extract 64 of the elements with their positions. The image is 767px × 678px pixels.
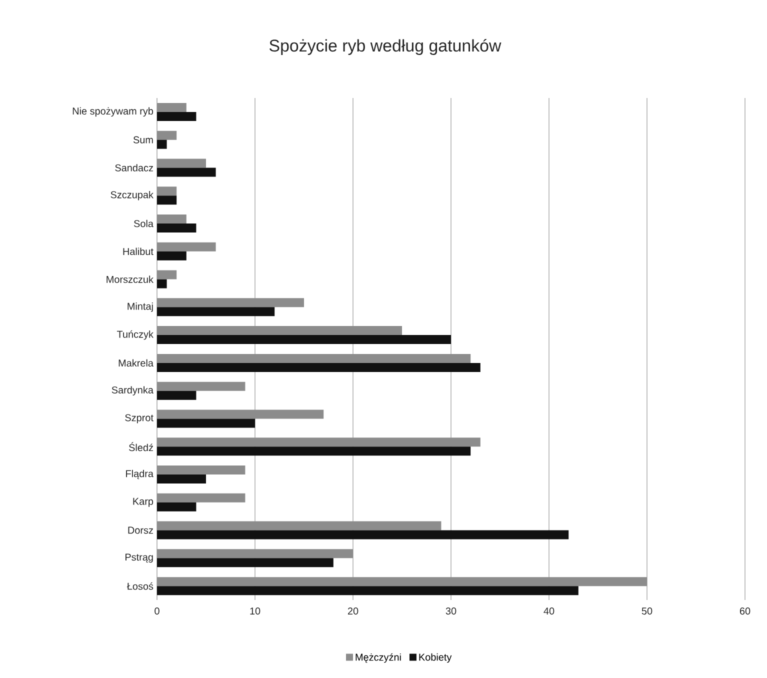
bar [157,326,402,336]
bar [157,196,177,205]
y-tick-label: Makrela [118,359,154,367]
y-tick-label: Tuńczyk [116,330,154,340]
y-tick-label: Sum [133,136,153,144]
y-tick-label: Morszczuk [106,276,154,283]
bar [157,438,480,447]
bar [157,362,480,372]
bar [157,112,196,121]
chart-title: Spożycie ryb według gatunków [270,39,502,55]
bar [157,530,569,540]
bar [157,382,246,391]
legend-label: Kobiety [419,653,452,663]
legend-label: Mężczyźni [356,653,401,663]
bar [157,251,186,260]
y-tick-label: Szczupak [110,190,154,200]
bar [157,214,186,224]
bar [157,102,186,112]
bar [157,354,471,363]
x-tick-label: 0 [154,608,160,615]
y-tick-label: Halibut [123,248,154,256]
y-tick-label: Szprot [125,414,154,424]
bar [157,168,216,177]
y-tick-label: Nie spożywam ryb [72,107,154,117]
bar [157,521,442,530]
y-tick-label: Sandacz [115,164,153,172]
bar [157,418,256,428]
bar [157,410,324,419]
bar [157,558,334,568]
y-tick-label: Pstrąg [126,554,153,563]
bar [157,242,216,252]
bar [157,298,304,308]
bar [157,577,648,586]
y-tick-label: Dorsz [128,526,153,534]
bar [157,446,471,456]
bar [157,140,167,149]
y-tick-label: Sola [134,220,154,228]
bar [157,586,578,596]
bar [157,279,167,288]
y-tick-label: Karp [133,498,154,507]
x-tick-label: 40 [544,608,554,615]
bar [157,493,246,502]
bar [157,224,196,232]
bar [157,390,196,400]
x-tick-label: 30 [446,608,456,615]
y-tick-label: Mintaj [128,302,153,312]
bar [157,474,206,484]
y-tick-label: Śledź [129,442,153,452]
bar [157,186,177,196]
x-tick-label: 20 [348,608,358,615]
y-tick-label: Łosoś [126,582,154,590]
x-tick-label: 60 [740,608,750,615]
x-tick-label: 10 [250,608,260,615]
bar [157,502,196,512]
y-tick-label: Flądra [126,470,154,480]
y-tick-label: Sardynka [112,386,154,396]
bar [157,549,354,558]
bar [157,335,452,344]
bar [157,270,177,280]
bar [157,130,177,140]
bar [157,307,275,316]
x-tick-label: 50 [642,608,652,615]
bar [157,158,206,168]
bar [157,466,246,475]
